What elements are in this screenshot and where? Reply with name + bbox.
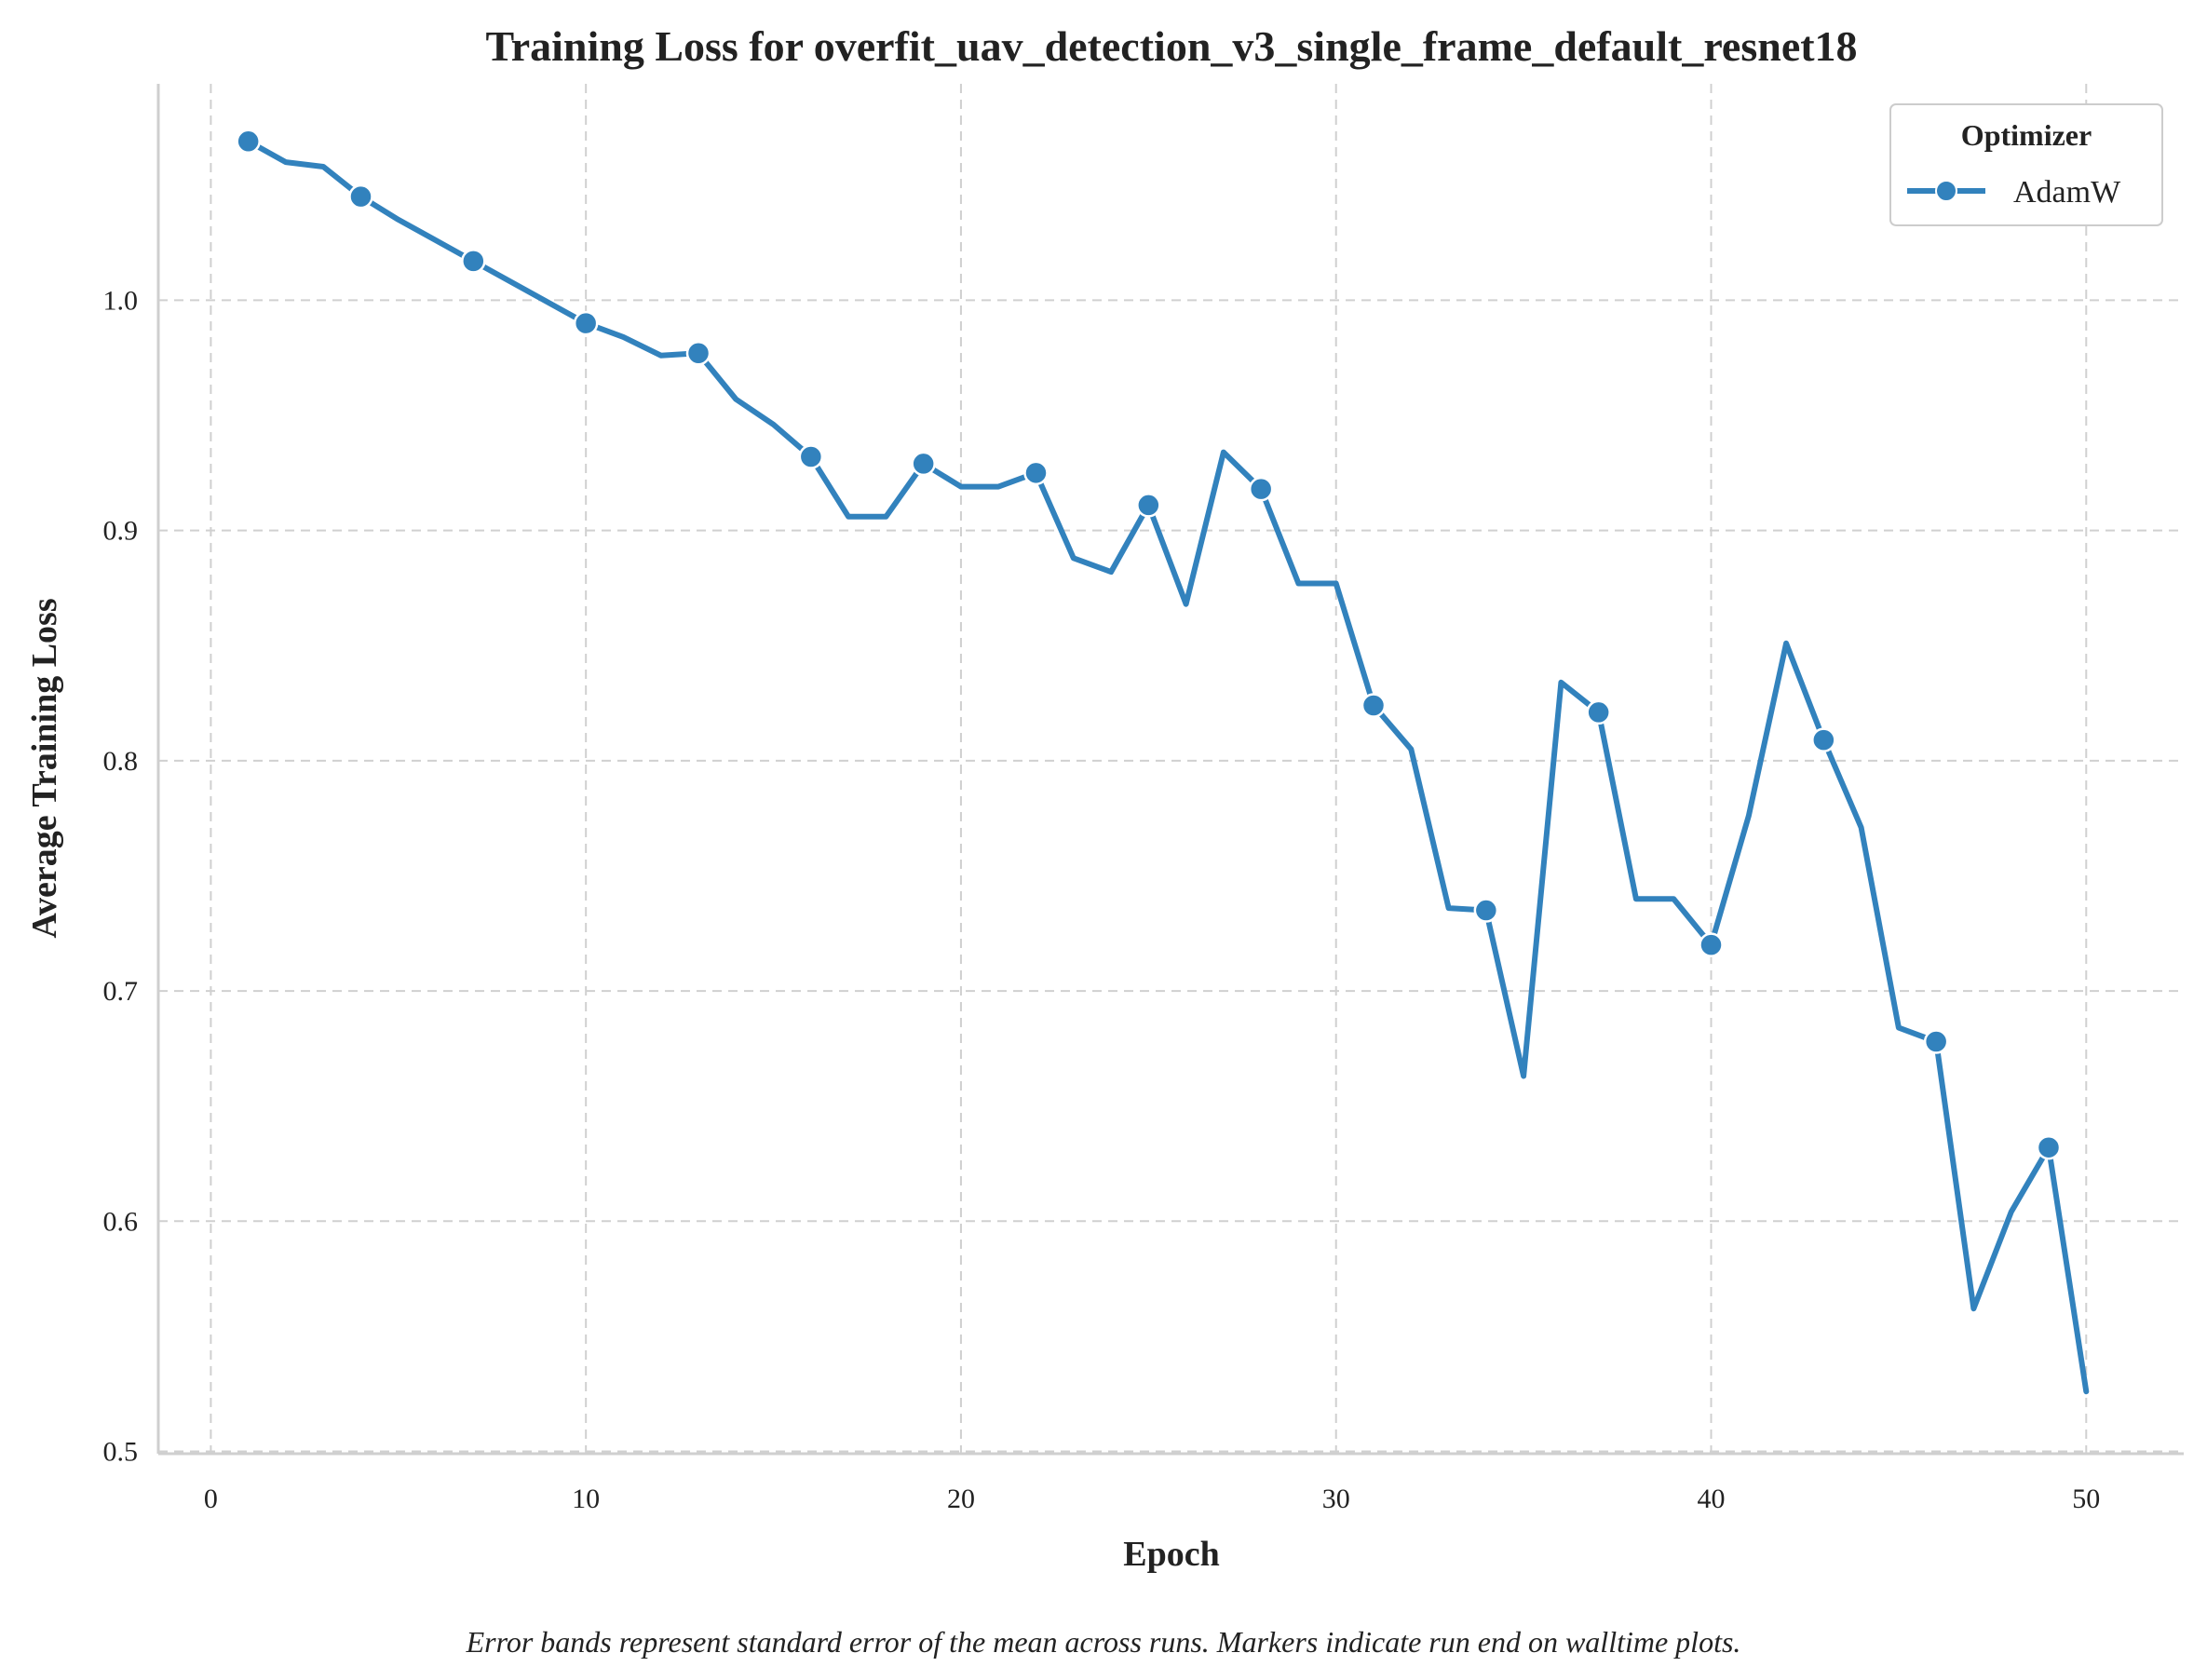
- legend-label-adamw: AdamW: [2013, 175, 2121, 210]
- x-axis-label: Epoch: [1123, 1535, 1219, 1574]
- grid: [158, 84, 2184, 1454]
- data-point: [798, 444, 824, 469]
- data-point: [1699, 932, 1724, 957]
- legend-marker-adamw: [1935, 180, 1957, 202]
- data-point: [1248, 476, 1274, 502]
- x-tick-label: 30: [1322, 1484, 1350, 1514]
- data-point: [1361, 693, 1387, 718]
- data-point: [1923, 1029, 1949, 1054]
- x-tick-label: 40: [1698, 1484, 1726, 1514]
- data-point: [348, 183, 373, 210]
- y-tick-label: 0.5: [103, 1437, 139, 1468]
- x-tick-label: 20: [947, 1484, 975, 1514]
- footnote: Error bands represent standard error of …: [466, 1625, 1741, 1659]
- y-tick-label: 0.9: [103, 516, 139, 547]
- data-point: [2036, 1134, 2062, 1160]
- y-axis-label: Average Training Loss: [25, 598, 64, 938]
- chart-title: Training Loss for overfit_uav_detection_…: [485, 22, 1857, 70]
- y-tick-label: 1.0: [103, 285, 139, 316]
- y-tick-label: 0.7: [103, 976, 139, 1007]
- legend-box: [1889, 103, 2163, 226]
- data-point: [1023, 460, 1049, 486]
- data-point: [685, 341, 711, 366]
- data-point: [1586, 699, 1611, 725]
- y-tick-label: 0.6: [103, 1206, 139, 1237]
- data-point: [461, 249, 486, 274]
- x-tick-label: 50: [2072, 1484, 2100, 1514]
- legend: Optimizer AdamW: [1889, 103, 2163, 226]
- data-point: [1136, 493, 1161, 518]
- x-tick-labels: 0 10 20 30 40 50: [204, 1484, 2100, 1514]
- x-tick-label: 10: [572, 1484, 600, 1514]
- data-point: [1811, 727, 1836, 752]
- y-tick-label: 0.8: [103, 746, 139, 777]
- series-layer: [236, 129, 2090, 1395]
- series-line-adamw: [245, 138, 2090, 1395]
- data-point: [1473, 898, 1499, 923]
- x-tick-label: 0: [204, 1484, 218, 1514]
- legend-title: Optimizer: [1961, 118, 2092, 152]
- data-point: [573, 310, 599, 336]
- data-point: [236, 129, 261, 155]
- y-tick-labels: 0.5 0.6 0.7 0.8 0.9 1.0: [103, 285, 139, 1467]
- data-point: [911, 451, 936, 477]
